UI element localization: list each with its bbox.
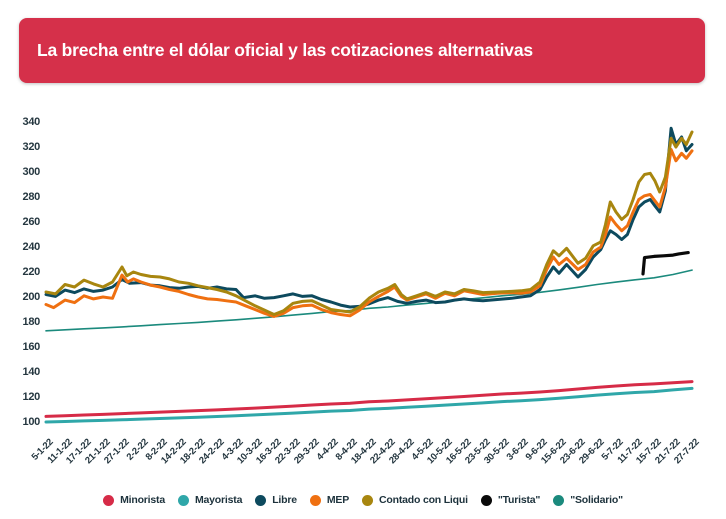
legend-swatch-icon [480,494,492,506]
legend-label: Mayorista [194,494,243,506]
legend-swatch-icon [309,494,321,506]
y-axis-label: 320 [22,141,41,153]
series-line-mayorista [44,386,694,424]
series-line-contado-con-liqui [44,130,694,316]
y-axis-label: 180 [22,316,41,328]
legend-label: Contado con Liqui [379,494,468,506]
legend-item-mep: MEP [309,494,350,506]
y-axis-label: 340 [22,116,41,128]
y-axis-label: 100 [22,416,41,428]
legend-label: "Turista" [497,494,541,506]
series-line-minorista [44,380,694,418]
legend-swatch-icon [362,494,374,506]
y-axis-label: 240 [22,241,41,253]
legend-label: Minorista [120,494,165,506]
legend-label: "Solidario" [570,494,623,506]
chart-title-banner: La brecha entre el dólar oficial y las c… [19,18,705,83]
y-axis-label: 220 [22,266,41,278]
y-axis-label: 160 [22,341,41,353]
legend-item-libre: Libre [255,494,297,506]
legend-item-solidario: "Solidario" [553,494,623,506]
legend-item-mayorista: Mayorista [177,494,243,506]
y-axis-label: 280 [22,191,41,203]
chart-legend: Minorista Mayorista Libre MEP Contado con Li… [0,494,726,506]
y-axis-label: 120 [22,391,41,403]
legend-swatch-icon [553,494,565,506]
legend-swatch-icon [103,494,115,506]
plot-canvas [44,126,694,424]
legend-label: MEP [326,494,350,506]
series-line-mep [44,148,694,318]
legend-swatch-icon [177,494,189,506]
y-axis-label: 140 [22,366,41,378]
y-axis-label: 260 [22,216,41,228]
series-line-turista [641,251,690,276]
legend-item-turista: "Turista" [480,494,541,506]
series-line-solidario [45,269,693,332]
series-line-libre [44,126,694,309]
page-title: La brecha entre el dólar oficial y las c… [37,40,533,60]
legend-item-contado-con-liqui: Contado con Liqui [362,494,468,506]
line-chart: 100 120 140 160 180 200 220 240 260 280 300 320 340 … [0,90,726,490]
y-axis-label: 200 [22,291,41,303]
y-axis-label: 300 [22,166,41,178]
legend-label: Libre [272,494,297,506]
legend-swatch-icon [255,494,267,506]
legend-item-minorista: Minorista [103,494,165,506]
